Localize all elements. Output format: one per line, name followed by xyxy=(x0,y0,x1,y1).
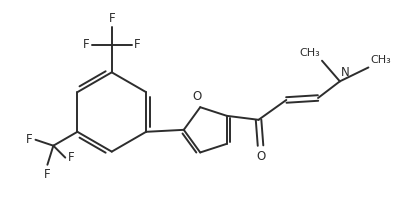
Text: F: F xyxy=(44,167,51,180)
Text: F: F xyxy=(108,12,115,25)
Text: F: F xyxy=(26,133,33,146)
Text: F: F xyxy=(135,38,141,51)
Text: CH₃: CH₃ xyxy=(371,55,391,65)
Text: O: O xyxy=(192,90,202,103)
Text: F: F xyxy=(68,151,75,164)
Text: N: N xyxy=(341,66,349,79)
Text: F: F xyxy=(82,38,89,51)
Text: O: O xyxy=(256,150,265,163)
Text: CH₃: CH₃ xyxy=(299,48,320,58)
